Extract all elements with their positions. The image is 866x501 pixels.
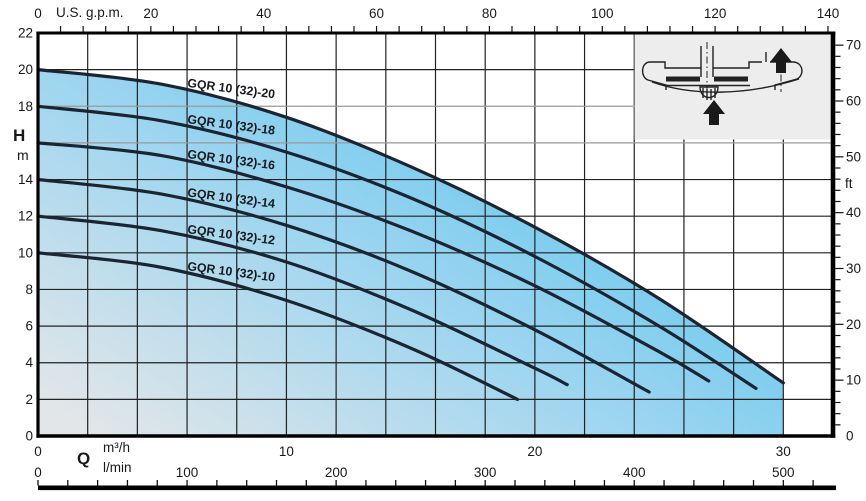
curve-GQR1032-10 [36,251,520,401]
top-axis-tick-label: 120 [704,6,727,21]
lmin-unit-label: l/min [103,460,132,475]
m3h-unit-label: m³/h [103,440,130,455]
pump-cross-section-icon [641,42,803,100]
m3h-tick-label: 20 [527,444,542,459]
left-axis-tick-label: 22 [18,26,33,41]
curve-GQR1032-16 [36,141,711,383]
right-axis-tick-label: 30 [846,261,861,276]
right-axis-unit: ft [845,176,853,191]
curve-GQR1032-20 [36,68,785,385]
flow-arrow-up-icon [703,100,725,125]
lmin-axis-bar [38,485,836,491]
left-axis-tick-label: 6 [25,319,33,334]
top-axis-unit-label: U.S. g.p.m. [56,5,124,20]
flow-arrow-up-icon [770,48,792,73]
lmin-tick-label: 200 [325,465,348,480]
left-axis-tick-label: 18 [18,99,33,114]
m3h-tick-label: 0 [34,444,42,459]
right-axis-tick-label: 0 [846,429,854,444]
right-axis-tick-label: 70 [846,38,861,53]
left-axis-tick-label: 12 [18,209,33,224]
lmin-tick-label: 500 [772,465,795,480]
left-axis-tick-label: 0 [25,429,33,444]
left-axis-tick-label: 14 [18,172,34,187]
top-axis-tick-label: 20 [143,6,158,21]
m3h-tick-label: 10 [279,444,294,459]
inset-background [634,34,832,140]
left-axis-tick-label: 20 [18,62,33,77]
lmin-tick-label: 100 [176,465,199,480]
left-axis-tick-label: 2 [25,392,33,407]
left-axis-tick-label: 4 [25,355,33,370]
lmin-tick-label: 400 [623,465,646,480]
left-axis-tick-label: 8 [25,282,33,297]
lmin-tick-label: 0 [34,465,42,480]
right-axis-tick-label: 60 [846,93,861,108]
right-axis-tick-label: 10 [846,373,861,388]
top-axis-tick-label: 100 [591,6,614,21]
right-axis-tick-label: 40 [846,205,861,220]
curve-GQR1032-12 [36,214,569,387]
curve-GQR1032-18 [36,104,758,390]
left-axis-tick-label: 10 [18,245,33,260]
top-axis-tick-label: 0 [34,6,42,21]
top-axis-tick-label: 60 [369,6,384,21]
m3h-tick-label: 30 [776,444,791,459]
top-axis-tick-label: 80 [482,6,497,21]
right-axis-tick-label: 50 [846,149,861,164]
left-axis-symbol: H [13,126,26,145]
left-axis-unit: m [17,147,29,163]
top-axis-tick-label: 140 [817,6,840,21]
lmin-tick-label: 300 [474,465,497,480]
curve-GQR1032-14 [36,177,651,394]
flow-axis-symbol: Q [77,449,91,468]
right-axis-tick-label: 20 [846,317,861,332]
pump-schematic-inset [634,34,832,140]
top-axis-tick-label: 40 [256,6,271,21]
